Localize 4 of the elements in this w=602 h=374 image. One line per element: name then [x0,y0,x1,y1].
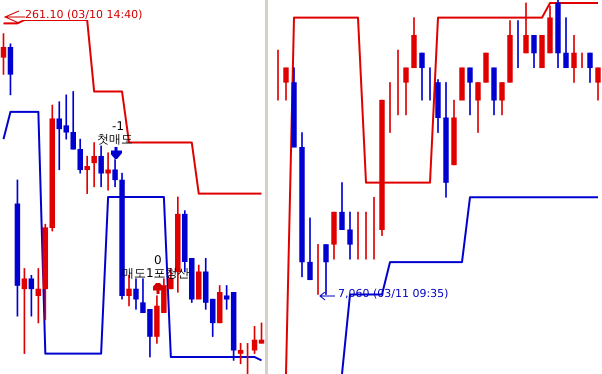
text: 261.10 (03/10 14:40) [25,8,142,21]
annotation: 0 [154,253,162,267]
annotation: -1 [112,119,124,133]
candlestick [258,322,264,344]
